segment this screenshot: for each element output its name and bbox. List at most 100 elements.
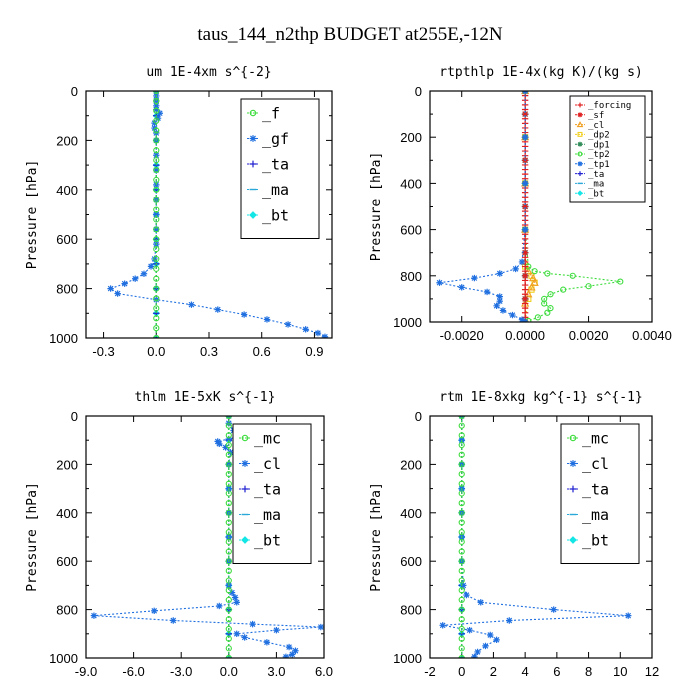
y-axis-label: Pressure [hPa]: [369, 152, 384, 262]
data-point: [317, 623, 324, 631]
data-point: [153, 157, 160, 164]
series_tp1: [436, 91, 529, 322]
data-point: [477, 599, 484, 606]
data-point: [216, 602, 223, 610]
chart-panel-3: thlm 1E-5xK s^{-1} Pressure [hPa] 0 200 400 6…: [25, 390, 333, 679]
data-point: [140, 270, 148, 277]
y-tick-label: 200: [56, 457, 78, 472]
data-point: [466, 626, 473, 634]
data-point: [153, 226, 160, 233]
data-point: [458, 606, 465, 613]
series_mc: [225, 416, 232, 658]
legend-label: _ma: [254, 506, 281, 524]
data-point: [225, 577, 232, 584]
data-point: [458, 451, 465, 458]
data-point: [544, 270, 551, 277]
panel-title: um 1E-4xm s^{-2}: [146, 65, 271, 80]
data-point: [225, 480, 232, 487]
legend-label: _cl: [254, 455, 281, 473]
data-point: [458, 441, 465, 449]
data-point: [458, 470, 465, 478]
data-point: [153, 295, 160, 302]
y-tick-label: 0: [71, 409, 78, 424]
data-point: [289, 651, 296, 658]
data-point: [170, 617, 177, 624]
data-point: [151, 607, 158, 615]
legend-entry: _bt: [239, 531, 281, 549]
data-point: [225, 451, 232, 458]
data-point: [222, 444, 229, 451]
x-tick-label: 0.0040: [632, 328, 672, 343]
legend-marker: [241, 536, 249, 544]
legend: _forcing_sf_cl_dp2_dp1_tp2_tp1_ta_ma_bt: [569, 95, 646, 203]
data-point: [240, 311, 248, 318]
data-point: [458, 548, 465, 555]
data-point: [282, 653, 290, 658]
y-tick-label: 800: [56, 282, 78, 297]
data-point: [188, 301, 195, 308]
legend-entry: _gf: [247, 130, 289, 148]
series-line: [439, 91, 526, 322]
data-point: [544, 309, 551, 316]
data-point: [314, 329, 322, 337]
legend-entry: _ma: [239, 506, 281, 524]
data-point: [321, 333, 329, 338]
x-tick-label: 10: [613, 664, 627, 679]
plot-frame: [429, 90, 653, 323]
data-point: [153, 216, 160, 223]
data-point: [292, 647, 299, 654]
data-point: [225, 654, 232, 658]
chart-panel-2: rtpthlp 1E-4x(kg K)/(kg s) Pressure [hPa]…: [369, 65, 672, 343]
legend-marker: [249, 135, 257, 142]
y-tick-label: 800: [56, 603, 78, 618]
y-tick-label: 0: [71, 84, 78, 99]
y-tick-label: 1000: [393, 651, 422, 666]
data-point: [285, 643, 293, 651]
data-point: [153, 147, 160, 154]
y-tick-label: 1000: [49, 651, 78, 666]
legend-marker: [249, 211, 257, 219]
data-point: [528, 273, 538, 282]
data-point: [518, 258, 526, 266]
x-tick-label: 0.0020: [569, 328, 609, 343]
data-point: [153, 325, 160, 332]
data-point: [458, 635, 465, 642]
x-tick-label: -0.0020: [440, 328, 484, 343]
x-tick-label: -9.0: [75, 664, 97, 679]
data-point: [225, 422, 232, 429]
data-point: [493, 302, 500, 310]
x-tick-label: -6.0: [122, 664, 144, 679]
legend-marker: [577, 102, 583, 108]
y-tick-label: 600: [400, 554, 422, 569]
data-point: [153, 176, 160, 184]
data-point: [273, 626, 280, 634]
y-axis-label: Pressure [hPa]: [369, 482, 384, 592]
data-point: [458, 480, 465, 487]
legend-entry: _mc: [239, 429, 281, 447]
legend-label: _forcing: [588, 101, 631, 111]
data-point: [233, 599, 240, 606]
data-point: [458, 645, 465, 652]
data-point: [585, 283, 592, 290]
legend-entry: _forcing: [575, 101, 631, 111]
data-point: [153, 127, 160, 134]
legend-label: _ma: [582, 506, 609, 524]
chart-panels: um 1E-4xm s^{-2} Pressure [hPa] 0 200 400 600…: [25, 65, 672, 679]
data-point: [625, 612, 632, 619]
data-point: [225, 490, 232, 497]
legend-entry: _ma: [575, 180, 604, 190]
data-point: [541, 300, 548, 307]
data-point: [225, 635, 232, 642]
x-tick-label: 0.6: [253, 344, 271, 359]
data-point: [263, 316, 271, 323]
y-tick-label: 1000: [393, 315, 422, 330]
legend-marker: [569, 485, 577, 493]
y-tick-label: 400: [56, 183, 78, 198]
data-point: [231, 594, 239, 601]
data-point: [458, 461, 465, 468]
legend-label: _bt: [588, 189, 604, 199]
legend-entry: _ta: [567, 480, 609, 498]
x-tick-label: -0.3: [92, 344, 114, 359]
data-point: [225, 587, 232, 594]
